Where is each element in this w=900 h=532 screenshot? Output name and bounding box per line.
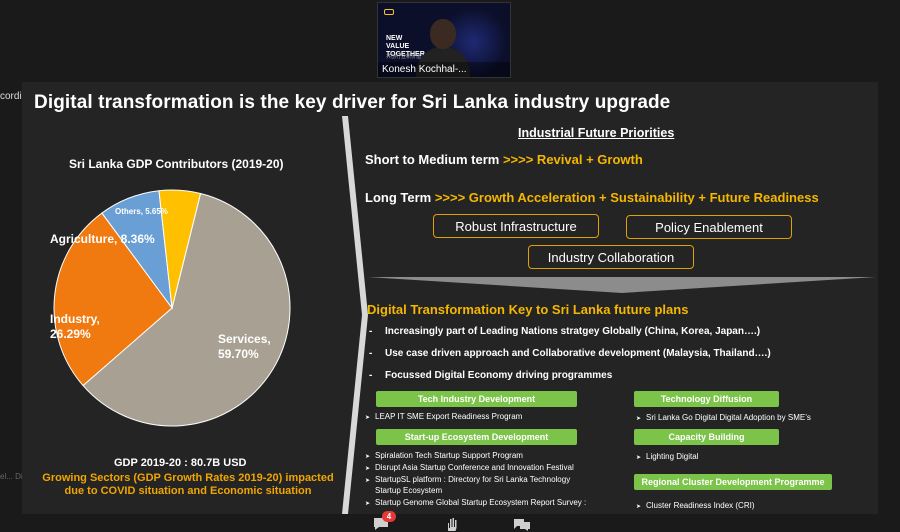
program-item: ➤ Startup Genome Global Startup Ecosystem… xyxy=(365,498,587,507)
program-tech-industry: Tech Industry Development xyxy=(376,391,577,407)
pie-slice-services xyxy=(82,192,291,427)
bullet-item: - Focussed Digital Economy driving progra… xyxy=(369,370,613,381)
growing-sectors-note: Growing Sectors (GDP Growth Rates 2019-2… xyxy=(38,472,338,498)
program-item: ➤ Spiralation Tech Startup Support Progra… xyxy=(365,451,523,460)
gdp-total: GDP 2019-20 : 80.7B USD xyxy=(114,457,247,469)
pill-industry-collaboration: Industry Collaboration xyxy=(528,245,694,269)
long-term-line: Long Term >>>> Growth Acceleration + Sus… xyxy=(365,190,819,205)
participant-name: Konesh Kochhal-... xyxy=(378,62,510,77)
program-item-continued: Startup Ecosystem xyxy=(375,486,443,495)
chat-unread-badge: 4 xyxy=(382,511,396,522)
pie-label-others: Others, 5.65% xyxy=(115,207,168,216)
meeting-controls-bar xyxy=(0,514,900,532)
pie-label-services: Services, 59.70% xyxy=(218,332,271,361)
program-item: ➤ Sri Lanka Go Digital Digital Adoption b… xyxy=(636,413,811,422)
gdp-pie-chart xyxy=(53,189,291,427)
short-term-label: Short to Medium term xyxy=(365,152,503,167)
long-term-value: >>>> Growth Acceleration + Sustainabilit… xyxy=(434,190,819,205)
recording-indicator-label: cording xyxy=(0,91,33,102)
bullet-item: - Increasingly part of Leading Nations st… xyxy=(369,326,761,337)
growing-line-1: Growing Sectors (GDP Growth Rates 2019-2… xyxy=(42,472,334,484)
bullet-item: - Use case driven approach and Collaborat… xyxy=(369,348,771,359)
pie-slice-industry xyxy=(53,212,173,387)
video-subtagline: 共创行业新价值 xyxy=(386,54,422,60)
program-item: ➤ Cluster Readiness Index (CRI) xyxy=(636,501,755,510)
growing-line-2: due to COVID situation and Economic situ… xyxy=(64,485,312,497)
program-item: ➤ StartupSL platform : Directory for Sri … xyxy=(365,475,571,484)
program-capacity: Capacity Building xyxy=(634,429,779,445)
pie-label-agriculture: Agriculture, 8.36% xyxy=(50,232,155,246)
program-regional: Regional Cluster Development Programme xyxy=(634,474,832,490)
video-tagline: NEW VALUE TOGETHER xyxy=(386,35,425,58)
gdp-chart-title: Sri Lanka GDP Contributors (2019-20) xyxy=(69,157,284,171)
reactions-icon[interactable] xyxy=(513,517,531,531)
pill-policy-enablement: Policy Enablement xyxy=(626,215,792,239)
down-arrow-band xyxy=(368,277,876,293)
program-item: ➤ LEAP IT SME Export Readiness Program xyxy=(365,412,523,421)
participant-head xyxy=(430,19,456,49)
industrial-priorities-title: Industrial Future Priorities xyxy=(518,126,675,140)
long-term-label: Long Term xyxy=(365,190,435,205)
digital-transformation-title: Digital Transformation Key to Sri Lanka … xyxy=(367,302,689,317)
slide-title: Digital transformation is the key driver… xyxy=(34,92,671,113)
program-item: ➤ Disrupt Asia Startup Conference and Inn… xyxy=(365,463,574,472)
brand-logo-icon xyxy=(384,9,394,15)
short-term-value: >>>> Revival + Growth xyxy=(502,152,643,167)
program-startup: Start-up Ecosystem Development xyxy=(376,429,577,445)
program-tech-diffusion: Technology Diffusion xyxy=(634,391,779,407)
chevron-divider xyxy=(342,116,368,514)
short-term-line: Short to Medium term >>>> Revival + Grow… xyxy=(365,152,643,167)
pill-robust-infrastructure: Robust Infrastructure xyxy=(433,214,599,238)
background-ghost-text: el... Di xyxy=(0,472,23,481)
shared-slide: Digital transformation is the key driver… xyxy=(22,82,878,514)
pie-label-industry: Industry, 26.29% xyxy=(50,312,100,341)
program-item: ➤ Lighting Digital xyxy=(636,452,699,461)
pie-slice-others xyxy=(158,189,202,309)
participant-video-tile[interactable]: NEW VALUE TOGETHER 共创行业新价值 Konesh Kochha… xyxy=(377,2,511,78)
raise-hand-icon[interactable] xyxy=(443,517,461,531)
